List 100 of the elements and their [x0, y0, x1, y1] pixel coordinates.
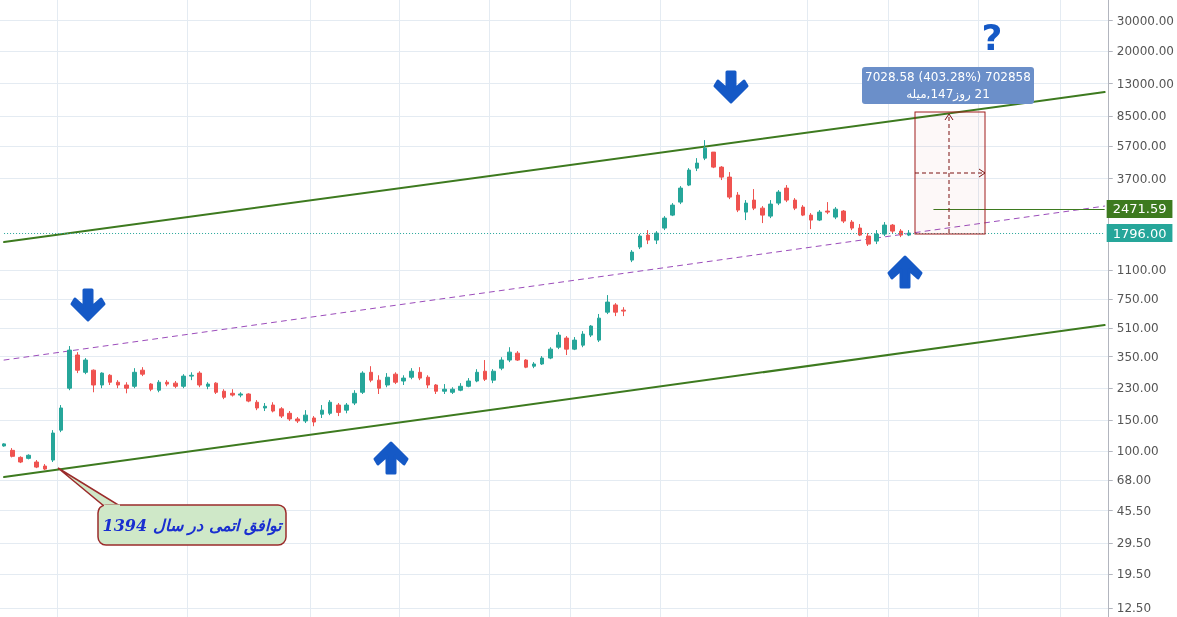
candlestick	[67, 345, 72, 391]
candlestick	[841, 209, 846, 224]
candlestick	[263, 402, 267, 412]
candlestick	[556, 331, 561, 350]
candlestick	[621, 306, 626, 317]
candlestick	[532, 361, 536, 369]
y-tick-label: 230.00	[1116, 381, 1159, 396]
candlestick	[43, 463, 47, 471]
candlestick	[801, 204, 805, 217]
candlestick	[776, 189, 781, 206]
candlestick	[230, 388, 235, 398]
annotation: ?	[981, 17, 1003, 58]
candlestick	[458, 382, 463, 392]
candlestick	[409, 367, 414, 380]
candlestick	[899, 228, 903, 238]
callout-bubble: توافق اتمی در سال 1394	[57, 467, 287, 546]
candlestick	[246, 392, 251, 403]
candlestick	[450, 386, 455, 395]
ref-line-label: 2471.59	[1112, 201, 1167, 217]
candlestick	[18, 455, 23, 464]
candlestick	[589, 324, 593, 338]
candlestick	[768, 199, 773, 219]
candlestick	[483, 359, 487, 382]
candlestick	[784, 184, 789, 203]
candlestick	[719, 165, 724, 181]
annotation: 7028.58 (403.28%) 702858	[864, 69, 1032, 86]
candlestick	[51, 429, 55, 463]
candlestick	[157, 379, 161, 393]
candlestick	[189, 371, 194, 381]
candlestick	[850, 219, 854, 231]
candlestick	[238, 391, 243, 398]
ref-line-label: 1796.00	[1112, 225, 1167, 241]
candlestick	[116, 379, 120, 389]
y-tick-label: 750.00	[1116, 292, 1159, 306]
candlestick	[320, 404, 324, 419]
candlestick	[630, 249, 634, 263]
candlestick	[271, 401, 275, 413]
candlestick	[491, 368, 496, 384]
annotation: 21 روز147,میله	[905, 86, 991, 103]
y-tick-label: 30000.00	[1116, 13, 1175, 28]
candlestick	[34, 459, 39, 469]
candlestick	[360, 370, 365, 395]
y-tick-label: 1100.00	[1116, 263, 1167, 278]
candlestick	[279, 406, 284, 419]
candlestick	[752, 188, 756, 211]
candlestick	[703, 139, 707, 161]
candlestick	[564, 335, 569, 356]
candlestick	[736, 191, 740, 213]
y-tick-label: 100.00	[1116, 444, 1159, 459]
candlestick	[809, 212, 813, 230]
candlestick	[817, 209, 822, 222]
candlestick	[149, 382, 153, 392]
candlestick	[83, 357, 88, 375]
candlestick	[173, 380, 178, 389]
candlestick	[646, 229, 650, 245]
y-tick-label: 510.00	[1116, 321, 1159, 336]
candlestick	[426, 374, 430, 389]
candlestick	[336, 402, 341, 417]
candlestick	[369, 365, 373, 383]
candlestick	[499, 356, 504, 371]
candlestick	[662, 215, 667, 231]
y-tick-label: 350.00	[1116, 349, 1159, 364]
candlestick	[507, 346, 512, 363]
candlestick	[255, 399, 259, 411]
candlestick	[858, 223, 862, 237]
y-tick-label: 12.50	[1116, 601, 1152, 616]
candlestick	[295, 416, 300, 424]
candlestick	[26, 453, 31, 460]
candlestick	[711, 151, 716, 169]
candlestick	[524, 358, 528, 369]
candlestick	[100, 371, 104, 389]
candlestick	[540, 355, 544, 366]
candlestick	[442, 383, 447, 395]
y-tick-label: 8500.00	[1116, 108, 1167, 123]
candlestick	[678, 185, 683, 205]
candlestick	[312, 415, 316, 427]
candlestick	[744, 199, 748, 221]
candlestick	[344, 402, 349, 414]
candlestick	[385, 372, 390, 388]
candlestick	[581, 330, 585, 348]
candlestick	[890, 223, 895, 234]
y-tick-label: 13000.00	[1116, 76, 1175, 91]
candlestick	[760, 205, 765, 224]
candlestick	[572, 336, 577, 351]
candlestick	[214, 381, 218, 395]
candlestick	[695, 157, 699, 172]
candlestick	[206, 381, 210, 390]
candlestick	[181, 373, 186, 389]
candlestick	[10, 447, 15, 458]
candlestick	[59, 404, 63, 433]
candlestick	[825, 201, 830, 215]
candlestick	[434, 383, 438, 395]
y-tick-label: 20000.00	[1116, 44, 1175, 59]
candlestick	[140, 366, 145, 377]
candlestick	[466, 377, 471, 388]
candlestick	[165, 379, 169, 387]
candlestick	[833, 206, 838, 220]
candlestick	[401, 374, 406, 386]
candlestick	[687, 167, 691, 187]
y-tick-label: 19.50	[1116, 567, 1152, 582]
